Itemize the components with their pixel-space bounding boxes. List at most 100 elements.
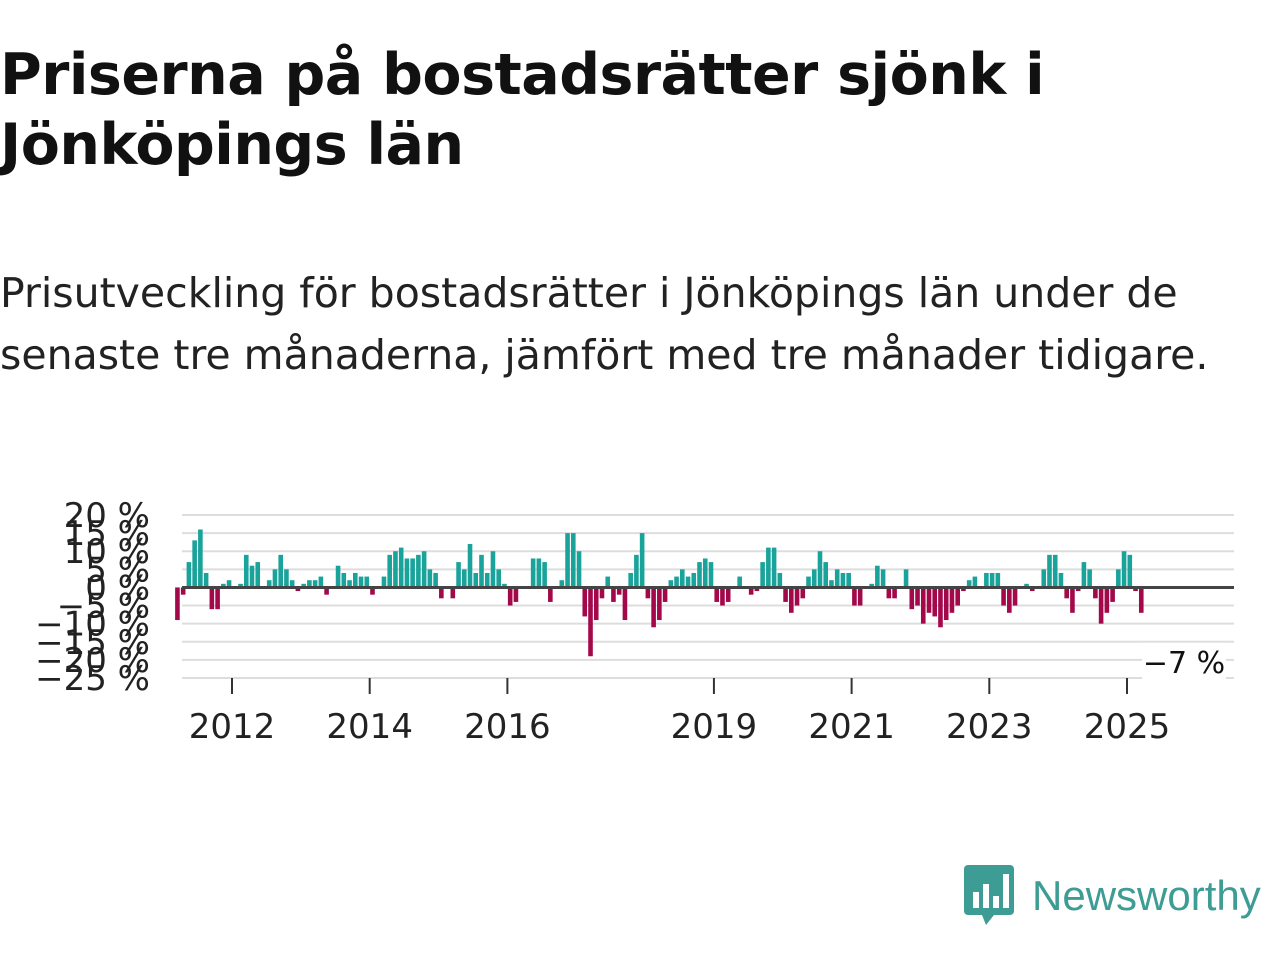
bar — [639, 533, 645, 588]
bar — [324, 587, 329, 595]
bar — [398, 547, 404, 588]
bar — [806, 576, 811, 588]
bar — [249, 565, 255, 588]
chart-title: Priserna på bostadsrätter sjönk i Jönköp… — [0, 42, 1045, 178]
x-tick-label: 2023 — [946, 707, 1033, 747]
bar — [857, 587, 863, 606]
bar — [599, 587, 605, 599]
bar — [284, 569, 289, 588]
bar — [186, 562, 192, 588]
bar — [272, 569, 278, 588]
bar — [760, 562, 765, 588]
bar — [301, 583, 306, 588]
bar — [496, 569, 502, 588]
bar — [1070, 587, 1075, 613]
bar — [1001, 587, 1006, 606]
bar — [943, 587, 949, 621]
bar — [708, 562, 714, 588]
x-tick-label: 2016 — [464, 707, 551, 747]
bar — [450, 587, 456, 599]
y-tick-label: 15 % — [64, 514, 150, 554]
bar — [846, 572, 851, 588]
bar — [421, 551, 427, 588]
bar — [794, 587, 800, 606]
bar — [467, 543, 473, 588]
bar — [1012, 587, 1018, 606]
y-tick-label: −15 % — [35, 623, 150, 663]
bar — [542, 562, 547, 588]
bar — [714, 587, 720, 602]
bar — [783, 587, 788, 602]
bar — [754, 587, 760, 592]
bar — [238, 583, 243, 588]
bar — [536, 558, 542, 588]
newsworthy-logo-icon — [964, 865, 1014, 925]
value-label-bg — [1142, 642, 1226, 681]
bar — [559, 580, 565, 588]
bar — [1064, 587, 1069, 599]
x-axis: 2012 2014 2016 2019 2021 2023 2025 — [189, 678, 1171, 747]
bar — [903, 569, 909, 588]
bar — [1116, 569, 1121, 588]
chart-subtitle: Prisutveckling för bostadsrätter i Jönkö… — [0, 269, 1209, 379]
x-tick-label: 2012 — [189, 707, 276, 747]
bar — [490, 551, 496, 588]
bar — [335, 565, 341, 588]
bar — [949, 587, 955, 613]
bar — [972, 576, 978, 588]
bar — [439, 587, 444, 599]
bar — [312, 580, 318, 588]
bar — [605, 576, 611, 588]
bar — [766, 547, 771, 588]
bar — [393, 551, 398, 588]
bar — [720, 587, 725, 606]
bar — [1087, 569, 1092, 588]
bar — [616, 587, 622, 595]
bar — [358, 576, 364, 588]
bar — [1121, 551, 1127, 588]
bar — [215, 587, 220, 610]
bar — [955, 587, 960, 606]
bar-chart: 20 %15 %10 %5 %0 %−5 %−10 %−15 %−20 %−25… — [35, 496, 1234, 747]
bar — [548, 587, 553, 602]
y-tick-label: −25 % — [35, 659, 150, 699]
bar — [892, 587, 897, 599]
bar — [651, 587, 656, 628]
y-tick-label: 10 % — [64, 532, 150, 572]
bar — [1007, 587, 1012, 613]
bar — [479, 554, 484, 588]
bar — [926, 587, 932, 613]
bar — [175, 587, 180, 621]
bar — [381, 576, 387, 588]
bar — [461, 569, 467, 588]
bar — [1052, 554, 1058, 588]
bar — [370, 587, 375, 595]
bar — [226, 580, 232, 588]
bar — [622, 587, 628, 621]
bar — [1047, 554, 1052, 588]
bar — [1093, 587, 1098, 599]
bar — [593, 587, 599, 621]
bar — [530, 558, 536, 588]
bar — [1058, 572, 1064, 588]
bar — [1110, 587, 1115, 602]
bar — [1127, 554, 1133, 588]
bar — [748, 587, 754, 595]
bar — [852, 587, 857, 606]
bar — [645, 587, 651, 599]
bar — [209, 587, 215, 610]
bar — [961, 587, 966, 592]
y-tick-label: −10 % — [35, 605, 150, 645]
bar — [588, 587, 593, 657]
bar — [352, 572, 358, 588]
bar — [920, 587, 926, 624]
bar — [416, 554, 421, 588]
bar — [691, 572, 697, 588]
bar — [800, 587, 806, 599]
bar — [932, 587, 938, 617]
bar — [697, 562, 702, 588]
x-tick-label: 2025 — [1084, 707, 1171, 747]
bar — [1138, 587, 1144, 613]
bar — [662, 587, 668, 602]
y-tick-label: −20 % — [35, 641, 150, 681]
